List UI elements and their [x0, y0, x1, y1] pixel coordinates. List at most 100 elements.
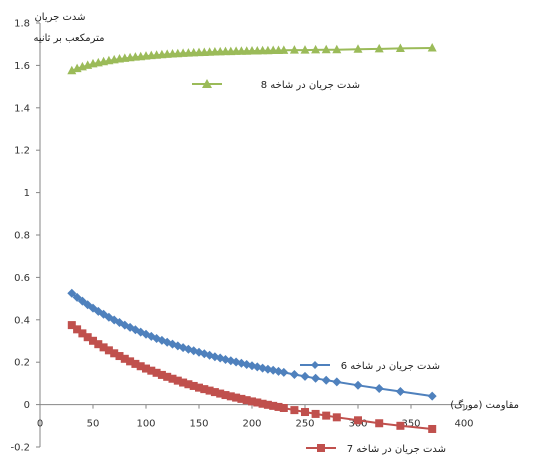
legend-marker-branch-6 [311, 361, 319, 369]
data-point [94, 340, 103, 349]
data-point [375, 419, 384, 428]
y-tick-label: 0 [24, 400, 30, 411]
data-point [195, 383, 203, 392]
data-point [279, 367, 289, 377]
axes [39, 23, 464, 447]
x-axis-title: مقاومت (مورگ) [450, 398, 519, 411]
data-point [67, 288, 77, 298]
x-tick-label: 400 [454, 419, 473, 430]
series-square [67, 321, 437, 433]
data-point [290, 406, 299, 415]
legend-series-branch-8: شدت جریان در شاخه 8 [192, 79, 360, 91]
data-point [374, 43, 384, 53]
y-ticks: -0.2 0 0.2 0.4 0.6 0.8 1 1.2 1.4 1.6 1.8 [10, 19, 40, 454]
data-point [301, 408, 309, 417]
data-point [205, 386, 214, 395]
data-point [354, 416, 362, 425]
x-ticks: 050100150200250300350400 [37, 404, 474, 430]
data-point [242, 396, 251, 405]
data-point [311, 44, 321, 54]
x-tick-label: 200 [242, 419, 261, 430]
data-point [374, 383, 384, 393]
data-point [115, 352, 124, 361]
data-point [311, 373, 321, 383]
y-tick-label: 0.8 [14, 231, 30, 242]
series-diamond [67, 288, 437, 401]
data-point [126, 357, 135, 366]
x-tick-label: 100 [136, 419, 155, 430]
x-tick-label: 250 [295, 419, 314, 430]
data-point [237, 394, 246, 403]
data-point [274, 402, 283, 411]
data-point [311, 409, 320, 418]
data-point [131, 359, 140, 368]
data-point [332, 377, 342, 387]
y-axis-unit: مترمکعب بر ثانیه [33, 33, 104, 44]
data-point [200, 385, 209, 394]
data-point [322, 411, 331, 420]
legend-label-branch-8: شدت جریان در شاخه 8 [261, 80, 360, 91]
data-point [427, 391, 437, 401]
data-point [147, 366, 156, 375]
data-point [210, 388, 219, 397]
legend-label-branch-7: شدت جریان در شاخه 7 [347, 444, 446, 455]
data-point [163, 372, 172, 381]
y-tick-label: 0.6 [14, 273, 30, 284]
data-point [78, 329, 87, 338]
x-tick-label: 150 [189, 419, 208, 430]
data-point [395, 43, 405, 52]
legend-series-branch-7: شدت جریان در شاخه 7 [306, 444, 446, 455]
data-point [332, 44, 342, 54]
y-tick-label: 1.8 [14, 19, 30, 30]
series-line [71, 324, 433, 430]
data-point [73, 325, 82, 334]
data-point [279, 45, 289, 54]
data-point [395, 386, 405, 396]
data-point [72, 292, 82, 302]
data-point [232, 393, 241, 402]
data-point [216, 389, 225, 398]
data-point [263, 400, 272, 409]
data-point [104, 346, 113, 355]
data-point [248, 397, 256, 406]
y-tick-label: -0.2 [10, 443, 30, 454]
data-point [189, 381, 198, 390]
data-point [110, 349, 119, 358]
data-point [253, 398, 262, 407]
y-tick-label: 1.6 [14, 61, 30, 72]
data-point [321, 44, 331, 54]
data-point [258, 399, 267, 408]
y-tick-label: 0.2 [14, 358, 30, 369]
y-tick-label: 0.4 [14, 315, 30, 326]
data-point [289, 45, 299, 54]
series-line [71, 292, 433, 398]
y-axis-title: شدت جریان [34, 12, 85, 23]
data-point [179, 378, 188, 387]
data-point [157, 370, 166, 379]
data-point [396, 421, 405, 430]
legend-label-branch-6: شدت جریان در شاخه 6 [341, 361, 440, 372]
data-point [300, 45, 310, 54]
data-point [428, 424, 437, 433]
x-tick-label: 50 [87, 419, 100, 430]
data-point [142, 364, 150, 373]
data-point [120, 354, 129, 363]
data-point [99, 343, 108, 352]
data-point [279, 403, 288, 412]
data-point [136, 362, 145, 371]
data-point [353, 44, 363, 53]
series-layer [67, 43, 437, 433]
x-tick-label: 0 [37, 419, 43, 430]
data-point [152, 368, 161, 377]
legend-marker-branch-7 [317, 444, 325, 452]
legend-series-branch-6: شدت جریان در شاخه 6 [300, 361, 440, 372]
data-point [269, 401, 278, 410]
data-point [332, 413, 341, 422]
data-point [321, 375, 331, 385]
data-point [289, 369, 299, 379]
data-point [67, 321, 76, 330]
y-tick-label: 1 [24, 188, 30, 199]
data-point [221, 391, 230, 400]
data-point [89, 336, 97, 345]
